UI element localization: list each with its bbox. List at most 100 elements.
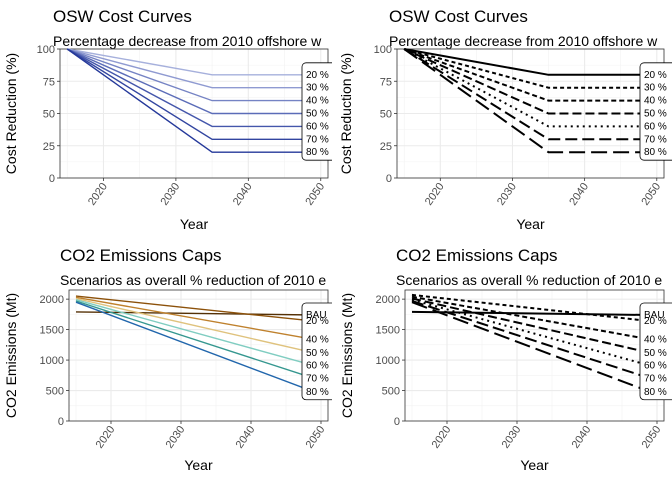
co2-emissions-caps-color-panel: CO2 Emissions Caps Scenarios as overall %…	[3, 246, 332, 473]
y-tick-label: 1500	[376, 325, 400, 337]
chart-subtitle: Percentage decrease from 2010 offshore w	[389, 33, 658, 49]
series-end-label: 60 %	[306, 121, 329, 132]
y-tick-label: 1500	[40, 325, 64, 337]
series-end-label: 70 %	[306, 373, 329, 384]
y-tick-label: 0	[394, 416, 400, 428]
series-end-label: 20 %	[644, 70, 667, 81]
x-tick-label: 2050	[640, 424, 664, 451]
y-tick-label: 100	[374, 44, 392, 56]
x-tick-label: 2020	[94, 424, 118, 451]
series-end-label: 50 %	[644, 109, 667, 120]
y-tick-label: 50	[43, 109, 55, 121]
series-end-label: BAU	[644, 310, 665, 321]
series-end-label: 20 %	[306, 70, 329, 81]
osw-cost-curves-bw-panel: OSW Cost Curves Percentage decrease from …	[338, 7, 672, 232]
series-end-label: 80 %	[306, 387, 329, 398]
series-line	[75, 297, 315, 354]
series-line	[404, 48, 650, 76]
y-tick-label: 100	[37, 44, 55, 56]
y-tick-label: 2000	[40, 294, 64, 306]
chart-title: CO2 Emissions Caps	[60, 246, 222, 265]
series-line	[66, 48, 314, 153]
chart-subtitle: Scenarios as overall % reduction of 2010…	[60, 272, 326, 288]
series-end-label: 50 %	[644, 348, 667, 359]
series-end-label: 20 %	[644, 316, 667, 327]
series-end-label: 60 %	[306, 361, 329, 372]
series-line	[75, 299, 315, 367]
x-tick-label: 2030	[495, 181, 519, 208]
x-axis-title: Year	[184, 457, 213, 473]
x-tick-label: 2020	[423, 181, 447, 208]
series-line	[411, 301, 651, 393]
series-line	[75, 301, 315, 393]
chart-title: OSW Cost Curves	[53, 7, 192, 26]
x-tick-label: 2020	[430, 424, 454, 451]
y-tick-label: 2000	[376, 294, 400, 306]
series-line	[75, 295, 315, 322]
osw-cost-curves-color-panel: OSW Cost Curves Percentage decrease from …	[3, 7, 332, 232]
series-line	[403, 48, 650, 102]
series-line	[411, 297, 651, 354]
series-line	[66, 48, 314, 128]
series-line	[66, 48, 314, 141]
series-end-label: BAU	[306, 310, 327, 321]
y-axis-title: CO2 Emissions (Mt)	[3, 293, 19, 418]
series-end-label: 20 %	[306, 316, 329, 327]
series-line	[411, 295, 651, 341]
x-tick-label: 2030	[158, 181, 182, 208]
series-line	[403, 48, 650, 128]
y-tick-label: 50	[380, 109, 392, 121]
series-line	[403, 48, 650, 141]
y-tick-label: 75	[380, 76, 392, 88]
series-end-label: 40 %	[306, 96, 329, 107]
y-tick-label: 500	[382, 386, 400, 398]
series-line	[411, 298, 651, 367]
x-tick-label: 2050	[303, 181, 327, 208]
y-axis-title: Cost Reduction (%)	[338, 53, 354, 174]
y-axis-title: Cost Reduction (%)	[3, 53, 19, 174]
series-line	[411, 310, 651, 316]
series-end-label: 40 %	[644, 96, 667, 107]
series-end-label: 80 %	[644, 387, 667, 398]
x-tick-label: 2040	[570, 424, 594, 451]
series-end-label: 50 %	[306, 109, 329, 120]
series-line	[67, 48, 314, 89]
series-end-label: 60 %	[644, 121, 667, 132]
x-tick-label: 2030	[164, 424, 188, 451]
x-tick-label: 2050	[639, 181, 663, 208]
x-tick-label: 2020	[86, 181, 110, 208]
x-tick-label: 2040	[567, 181, 591, 208]
series-end-label: 40 %	[306, 334, 329, 345]
x-tick-label: 2040	[231, 181, 255, 208]
series-end-label: 60 %	[644, 361, 667, 372]
y-tick-label: 500	[46, 386, 64, 398]
x-axis-title: Year	[180, 216, 209, 232]
series-end-label: 80 %	[644, 147, 667, 158]
plot-border	[404, 289, 665, 422]
series-line	[67, 48, 314, 76]
series-line	[75, 311, 315, 316]
series-label-box	[639, 62, 672, 161]
series-end-label: 30 %	[306, 83, 329, 94]
y-tick-label: 75	[43, 76, 55, 88]
chart-subtitle: Percentage decrease from 2010 offshore w	[53, 33, 322, 49]
series-label-box	[301, 302, 332, 401]
chart-subtitle: Scenarios as overall % reduction of 2010…	[396, 272, 662, 288]
y-axis-title: CO2 Emissions (Mt)	[339, 293, 355, 418]
series-line	[75, 296, 315, 341]
chart-title: CO2 Emissions Caps	[396, 246, 558, 265]
y-tick-label: 1000	[376, 355, 400, 367]
y-tick-label: 1000	[40, 355, 64, 367]
series-line	[403, 48, 650, 154]
y-tick-label: 25	[380, 141, 392, 153]
y-tick-label: 25	[43, 141, 55, 153]
series-line	[66, 48, 314, 115]
series-end-label: 80 %	[306, 147, 329, 158]
series-line	[411, 293, 651, 323]
series-end-label: 70 %	[644, 134, 667, 145]
x-axis-title: Year	[516, 216, 545, 232]
y-tick-label: 0	[49, 173, 55, 185]
series-end-label: 40 %	[644, 334, 667, 345]
chart-title: OSW Cost Curves	[389, 7, 528, 26]
